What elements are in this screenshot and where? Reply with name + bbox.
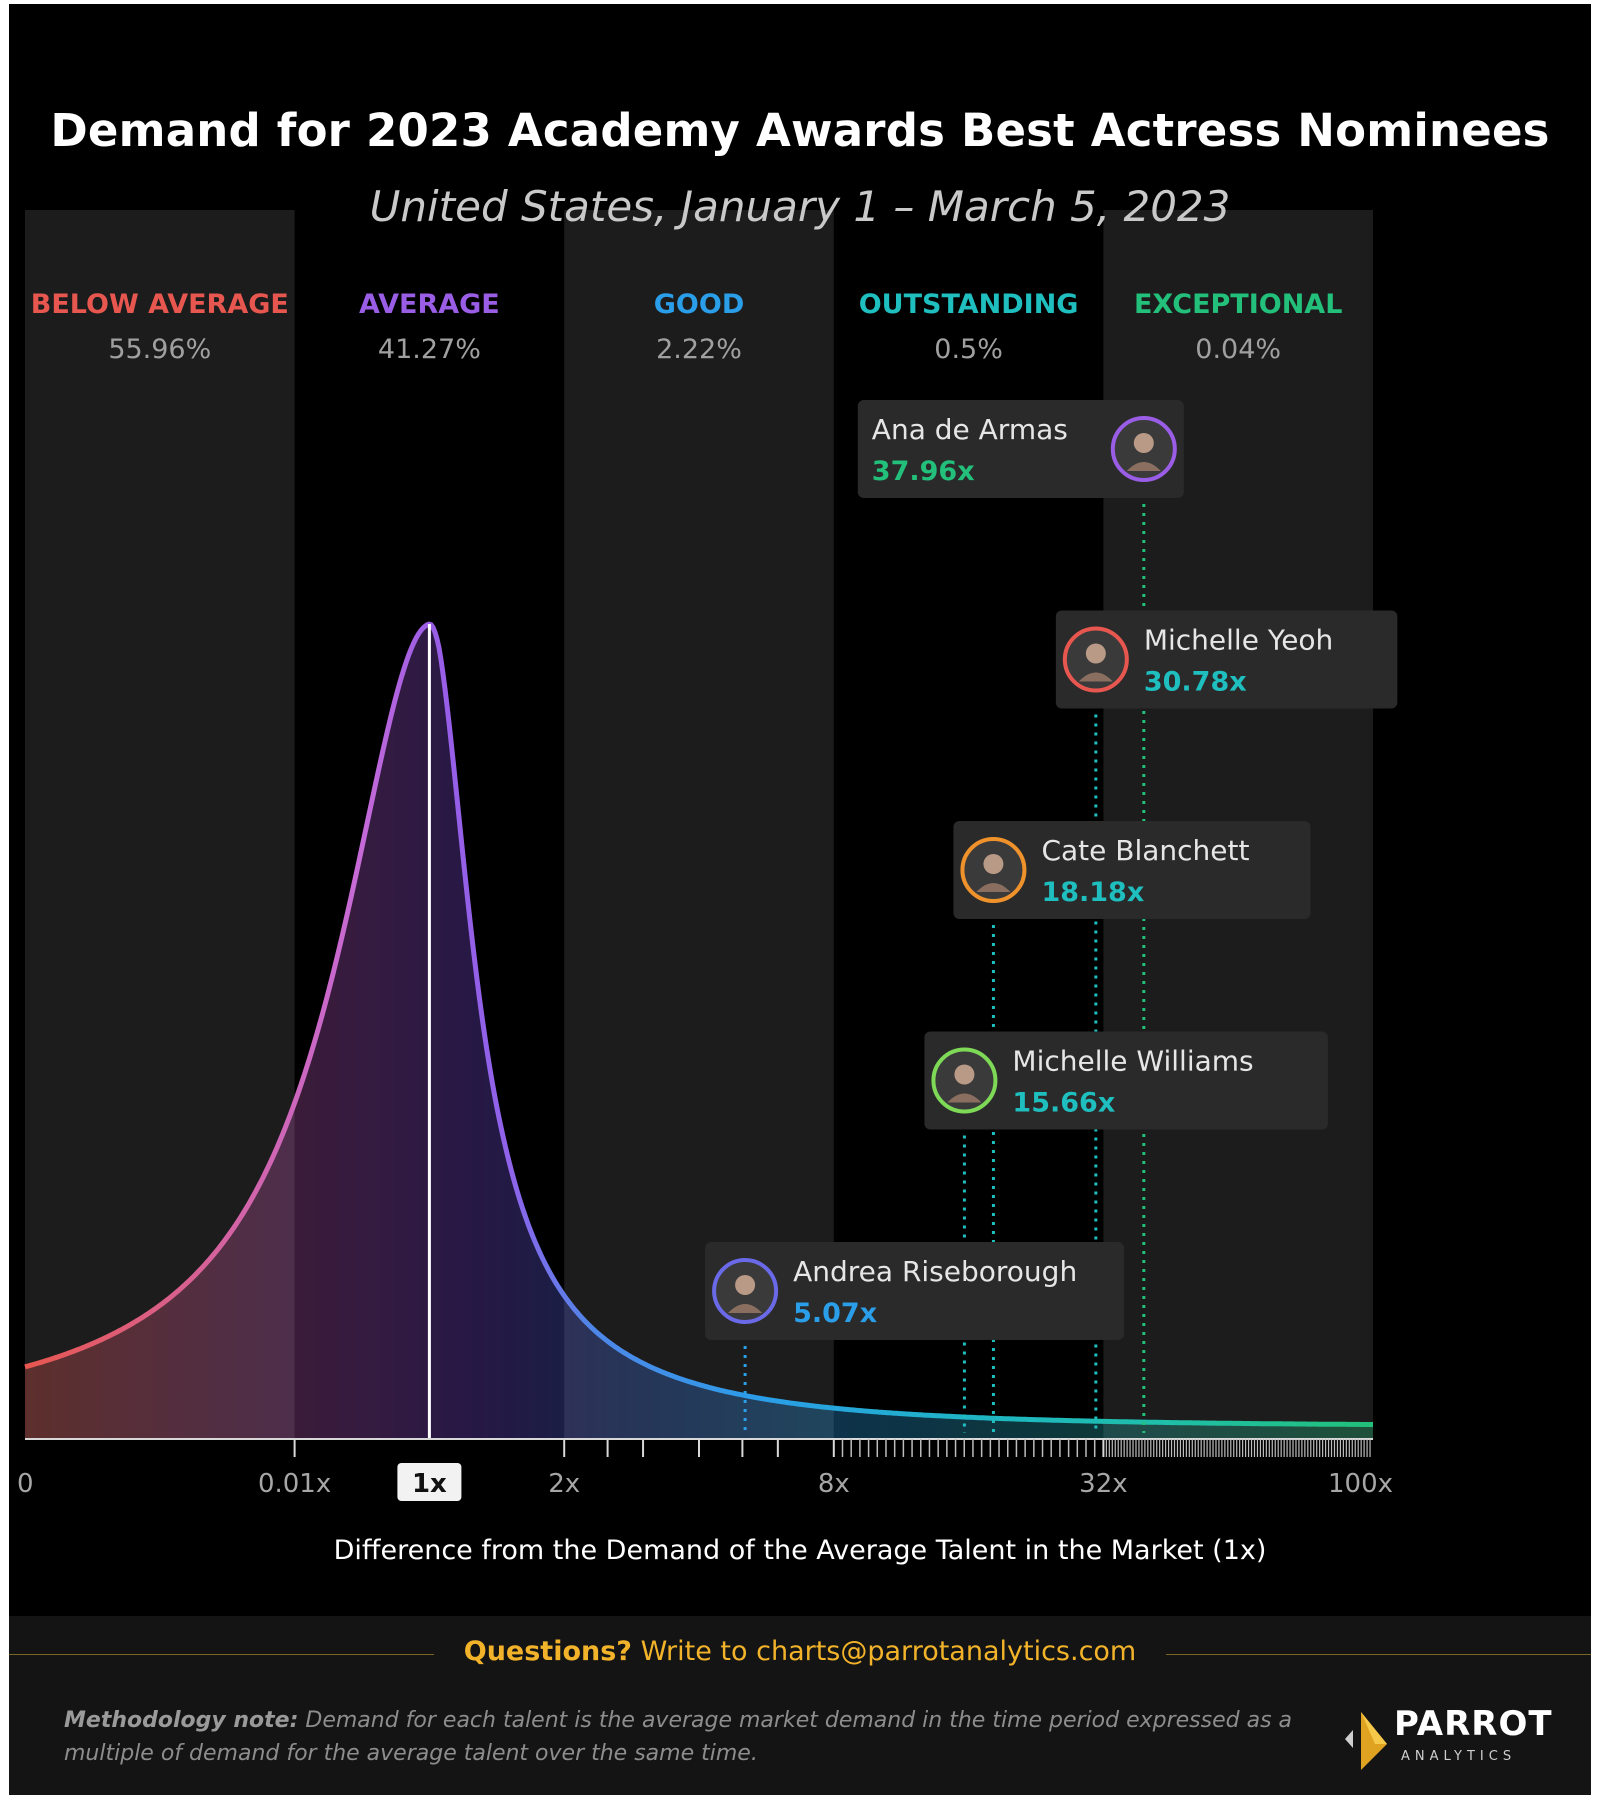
tier-band-good: [564, 210, 834, 1439]
tier-share-exceptional: 0.04%: [1195, 334, 1281, 365]
highlighted-tick-box: [397, 1463, 462, 1501]
footer-divider-left: [9, 1654, 434, 1655]
methodology-label: Methodology note:: [64, 1708, 299, 1733]
nominee-ana-de-armas: Ana de Armas 37.96x: [857, 400, 1184, 1433]
nominee-value: 37.96x: [872, 456, 975, 487]
tier-share-below-average: 55.96%: [108, 334, 211, 365]
avatar-shoulders-icon: [947, 1093, 982, 1103]
contact-line: Questions? Write to charts@parrotanalyti…: [9, 1636, 1591, 1667]
chart-card: BELOW AVERAGE 55.96% AVERAGE 41.27% GOOD 2.22…: [9, 4, 1591, 1795]
tier-share-outstanding: 0.5%: [934, 334, 1003, 365]
avatar-head-icon: [1133, 433, 1154, 453]
parrot-analytics-logo: PARROT ANALYTICS: [1339, 1704, 1569, 1774]
tick-label: 0: [17, 1469, 34, 1499]
nominee-value: 30.78x: [1144, 667, 1247, 698]
tier-share-average: 41.27%: [378, 334, 481, 365]
x-axis-label: Difference from the Demand of the Averag…: [334, 1535, 1267, 1566]
tick-label: 2x: [548, 1469, 580, 1499]
distribution-chart: BELOW AVERAGE 55.96% AVERAGE 41.27% GOOD 2.22…: [17, 210, 1398, 1566]
tier-label-average: AVERAGE: [359, 289, 500, 320]
methodology-text: Demand for each talent is the average ma…: [64, 1708, 1293, 1766]
avatar-shoulders-icon: [728, 1304, 763, 1313]
nominee-value: 5.07x: [793, 1298, 877, 1329]
distribution-area: [25, 624, 1373, 1439]
nominee-andrea-riseborough: Andrea Riseborough 5.07x: [705, 1242, 1125, 1433]
methodology-note: Methodology note: Demand for each talent…: [64, 1704, 1294, 1770]
tick-label: 1x: [412, 1469, 447, 1499]
logo-subtitle: ANALYTICS: [1401, 1749, 1517, 1764]
nominee-name: Michelle Williams: [1012, 1045, 1253, 1078]
nominee-card: [953, 821, 1311, 919]
nominee-value: 15.66x: [1012, 1088, 1115, 1119]
avatar-head-icon: [983, 854, 1004, 874]
avatar-shoulders-icon: [1126, 462, 1161, 471]
contact-email-text[interactable]: Write to charts@parrotanalytics.com: [631, 1636, 1137, 1667]
avatar-head-icon: [954, 1064, 975, 1085]
footer-divider-right: [1166, 1654, 1591, 1655]
nominee-card: [1055, 610, 1398, 709]
tier-label-good: GOOD: [654, 289, 744, 320]
chart-title: Demand for 2023 Academy Awards Best Actr…: [50, 104, 1550, 157]
parrot-logo-icon: [1345, 1712, 1387, 1770]
nominee-name: Michelle Yeoh: [1144, 624, 1333, 657]
questions-label: Questions?: [463, 1636, 632, 1667]
nominee-name: Ana de Armas: [872, 413, 1068, 446]
tier-label-exceptional: EXCEPTIONAL: [1134, 289, 1342, 320]
nominee-card: [924, 1031, 1328, 1130]
avatar-shoulders-icon: [1078, 672, 1113, 682]
avatar-head-icon: [735, 1275, 756, 1295]
nominee-michelle-williams: Michelle Williams 15.66x: [924, 1031, 1328, 1433]
footer: [9, 1616, 1591, 1795]
tier-label-outstanding: OUTSTANDING: [859, 289, 1079, 320]
avatar-head-icon: [1085, 643, 1106, 664]
distribution-curve: [24, 621, 1373, 1427]
logo-wordmark: PARROT: [1394, 1704, 1553, 1744]
nominee-card: [857, 400, 1184, 498]
nominee-value: 18.18x: [1041, 877, 1144, 908]
tick-label: 100x: [1328, 1469, 1393, 1499]
tick-label: 8x: [818, 1469, 850, 1499]
nominee-card: [705, 1242, 1125, 1340]
avatar-shoulders-icon: [976, 883, 1011, 892]
tier-label-below-average: BELOW AVERAGE: [31, 289, 289, 320]
tier-share-good: 2.22%: [656, 334, 742, 365]
tick-label: 0.01x: [258, 1469, 331, 1499]
nominee-name: Andrea Riseborough: [793, 1255, 1077, 1288]
chart-subtitle: United States, January 1 – March 5, 2023: [369, 182, 1231, 231]
tick-label: 32x: [1079, 1469, 1127, 1499]
nominee-name: Cate Blanchett: [1041, 834, 1249, 867]
nominee-cate-blanchett: Cate Blanchett 18.18x: [953, 821, 1311, 1433]
